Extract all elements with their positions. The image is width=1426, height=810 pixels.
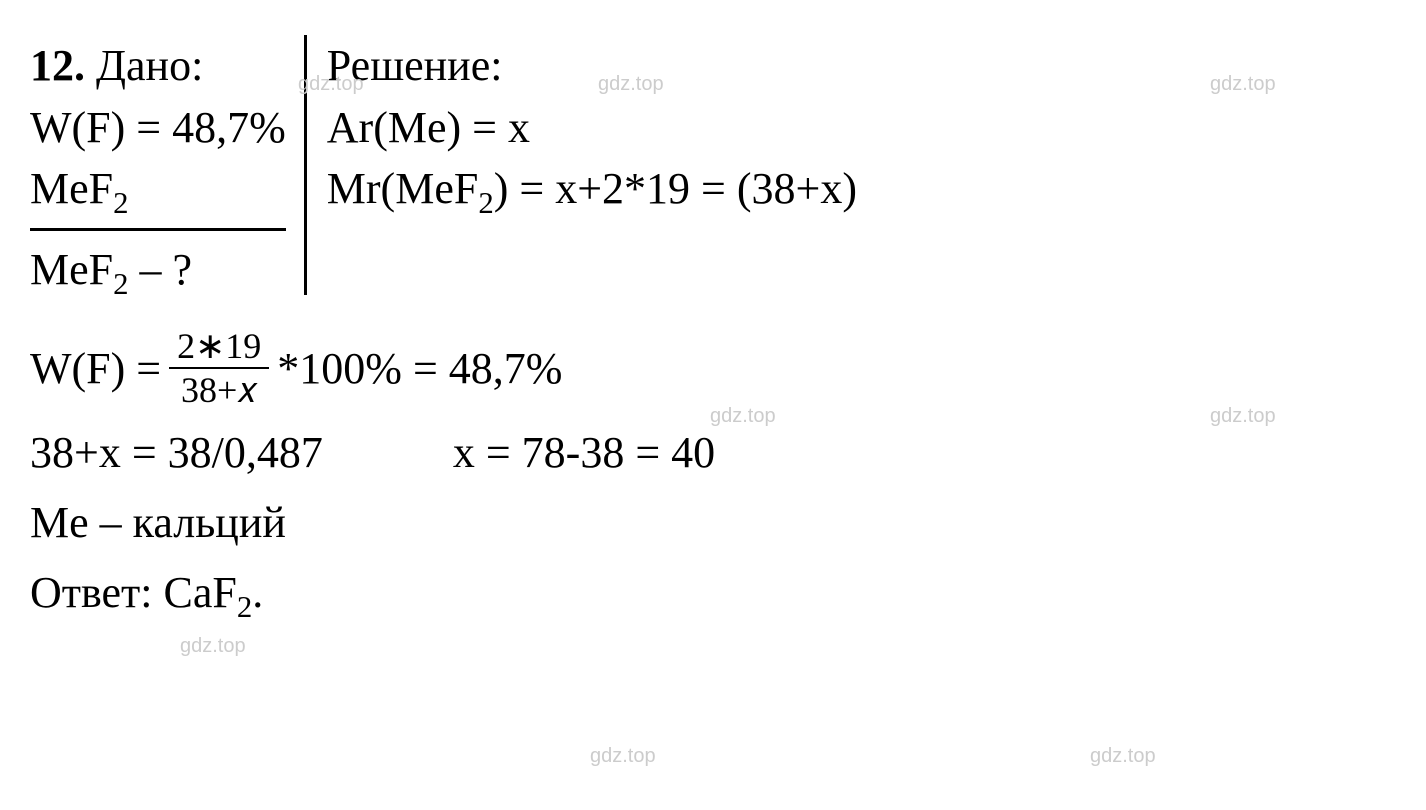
given-line-2-sub: 2 xyxy=(113,186,128,220)
solution-line-2: Mr(MeF2) = x+2*19 = (38+x) xyxy=(327,158,857,220)
given-header-line: 12. Дано: xyxy=(30,35,286,97)
solution-label: Решение: xyxy=(327,35,857,97)
given-line-3: MeF2 – ? xyxy=(30,239,286,301)
fraction-denominator: 38+𝑥 xyxy=(169,369,269,412)
given-line-2: MeF2 xyxy=(30,158,286,220)
calc-line-1-right: *100% = 48,7% xyxy=(277,343,562,394)
watermark: gdz.top xyxy=(1210,405,1276,428)
calc-line-1-left: W(F) = xyxy=(30,343,161,394)
watermark: gdz.top xyxy=(180,635,246,658)
watermark: gdz.top xyxy=(710,405,776,428)
calc-line-1: W(F) = 2∗19 38+𝑥 *100% = 48,7% xyxy=(30,325,1396,412)
solution-line-2-sub: 2 xyxy=(478,186,493,220)
given-divider xyxy=(30,228,286,231)
fraction: 2∗19 38+𝑥 xyxy=(169,325,269,412)
watermark: gdz.top xyxy=(298,73,364,96)
watermark: gdz.top xyxy=(598,73,664,96)
answer-period: . xyxy=(252,568,263,617)
calculation-section: W(F) = 2∗19 38+𝑥 *100% = 48,7% 38+x = 38… xyxy=(30,325,1396,623)
watermark: gdz.top xyxy=(1090,745,1156,768)
problem-header-section: 12. Дано: W(F) = 48,7% MeF2 MeF2 – ? Реш… xyxy=(30,35,1396,300)
fraction-numerator: 2∗19 xyxy=(169,325,269,369)
given-line-2-text: MeF xyxy=(30,164,113,213)
given-line-3-text: MeF xyxy=(30,245,113,294)
given-line-3-rest: – ? xyxy=(129,245,193,294)
problem-number: 12. xyxy=(30,41,85,90)
answer-line: Ответ: CaF2. xyxy=(30,562,1396,624)
given-column: 12. Дано: W(F) = 48,7% MeF2 MeF2 – ? xyxy=(30,35,304,300)
answer-sub: 2 xyxy=(237,589,252,623)
solution-line-2b: ) = x+2*19 = (38+x) xyxy=(494,164,857,213)
given-line-3-sub: 2 xyxy=(113,267,128,301)
calc-line-2: 38+x = 38/0,487 x = 78-38 = 40 xyxy=(30,422,1396,484)
watermark: gdz.top xyxy=(1210,73,1276,96)
given-line-1: W(F) = 48,7% xyxy=(30,97,286,159)
calc-line-3: Me – кальций xyxy=(30,492,1396,554)
answer-text: Ответ: CaF xyxy=(30,568,237,617)
watermark: gdz.top xyxy=(590,745,656,768)
solution-column: Решение: Ar(Me) = x Mr(MeF2) = x+2*19 = … xyxy=(322,35,857,300)
solution-line-1: Ar(Me) = x xyxy=(327,97,857,159)
calc-line-2b: x = 78-38 = 40 xyxy=(453,422,715,484)
given-label: Дано: xyxy=(96,41,203,90)
calc-line-2a: 38+x = 38/0,487 xyxy=(30,422,323,484)
solution-line-2a: Mr(MeF xyxy=(327,164,479,213)
